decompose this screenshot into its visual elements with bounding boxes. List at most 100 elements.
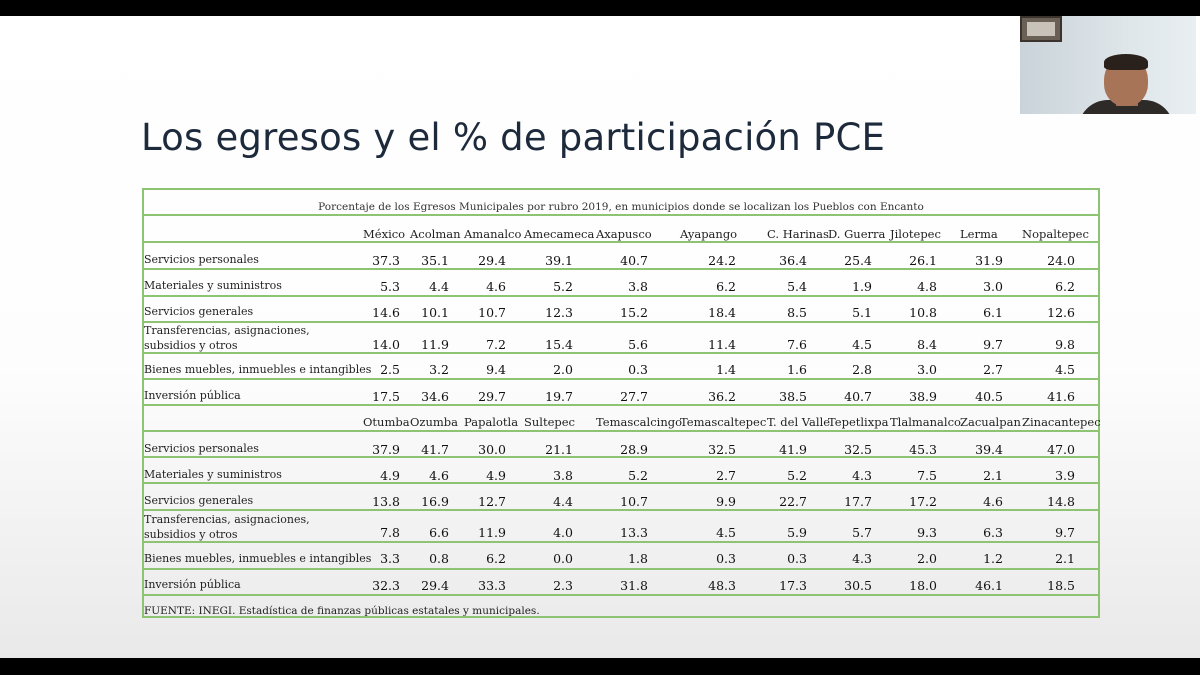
column-header: Tlalmanalco: [890, 415, 961, 429]
row-label: Inversión pública: [144, 578, 241, 591]
table-cell-value: 18.0: [909, 578, 937, 593]
table-cell-value: 2.0: [553, 362, 573, 377]
table-cell-value: 17.3: [779, 578, 807, 593]
table-cell-value: 11.9: [421, 337, 449, 352]
table-cell-value: 25.4: [844, 253, 872, 268]
table-cell-value: 15.4: [545, 337, 573, 352]
table-row-divider: [143, 268, 1100, 270]
table-cell-value: 40.7: [620, 253, 648, 268]
row-label: Bienes muebles, inmuebles e intangibles: [144, 552, 372, 565]
table-cell-value: 27.7: [620, 389, 648, 404]
table-cell-value: 38.9: [909, 389, 937, 404]
table-cell-value: 14.0: [372, 337, 400, 352]
table-cell-value: 26.1: [909, 253, 937, 268]
table-cell-value: 3.9: [1055, 468, 1075, 483]
table-cell-value: 5.7: [852, 525, 872, 540]
table-caption: Porcentaje de los Egresos Municipales po…: [318, 201, 924, 213]
table-cell-value: 33.3: [478, 578, 506, 593]
table-cell-value: 40.7: [844, 389, 872, 404]
table-cell-value: 10.1: [421, 305, 449, 320]
row-label: Servicios generales: [144, 494, 254, 507]
table-cell-value: 39.4: [975, 442, 1003, 457]
table-cell-value: 4.4: [553, 494, 573, 509]
table-cell-value: 14.8: [1047, 494, 1075, 509]
row-label: Servicios personales: [144, 253, 259, 266]
table-cell-value: 36.4: [779, 253, 807, 268]
table-cell-value: 41.6: [1047, 389, 1075, 404]
table-cell-value: 0.8: [429, 551, 449, 566]
column-header: Sultepec: [524, 415, 575, 429]
table-cell-value: 5.4: [787, 279, 807, 294]
table-row-divider: [143, 594, 1100, 596]
table-cell-value: 17.2: [909, 494, 937, 509]
table-cell-value: 38.5: [779, 389, 807, 404]
table-cell-value: 6.3: [983, 525, 1003, 540]
table-cell-value: 4.9: [486, 468, 506, 483]
column-header: Lerma: [960, 227, 998, 241]
table-cell-value: 47.0: [1047, 442, 1075, 457]
column-header: Axapusco: [596, 227, 652, 241]
table-cell-value: 14.6: [372, 305, 400, 320]
column-header: C. Harinas: [767, 227, 829, 241]
column-header: Tepetlixpa: [828, 415, 889, 429]
column-header: Ozumba: [410, 415, 459, 429]
table-cell-value: 0.0: [553, 551, 573, 566]
table-cell-value: 37.3: [372, 253, 400, 268]
table-source-note: FUENTE: INEGI. Estadística de finanzas p…: [144, 605, 540, 617]
table-cell-value: 12.6: [1047, 305, 1075, 320]
table-cell-value: 29.4: [478, 253, 506, 268]
table-cell-value: 2.7: [716, 468, 736, 483]
table-cell-value: 7.6: [787, 337, 807, 352]
table-row-divider: [143, 568, 1100, 570]
table-cell-value: 4.8: [917, 279, 937, 294]
table-cell-value: 29.4: [421, 578, 449, 593]
table-row-divider: [143, 456, 1100, 458]
table-cell-value: 3.0: [917, 362, 937, 377]
table-row-divider: [143, 352, 1100, 354]
table-row-divider: [143, 509, 1100, 511]
column-header: Temascaltepec: [680, 415, 767, 429]
table-cell-value: 41.7: [421, 442, 449, 457]
table-cell-value: 3.0: [983, 279, 1003, 294]
table-cell-value: 5.2: [787, 468, 807, 483]
table-cell-value: 5.2: [553, 279, 573, 294]
table-cell-value: 40.5: [975, 389, 1003, 404]
table-cell-value: 6.1: [983, 305, 1003, 320]
row-label: Servicios personales: [144, 442, 259, 455]
table-cell-value: 12.7: [478, 494, 506, 509]
table-cell-value: 6.6: [429, 525, 449, 540]
table-cell-value: 8.4: [917, 337, 937, 352]
table-cell-value: 6.2: [1055, 279, 1075, 294]
presenter-webcam-feed: [1020, 16, 1196, 114]
column-header: Papalotla: [464, 415, 519, 429]
table-cell-value: 12.3: [545, 305, 573, 320]
table-cell-value: 9.4: [486, 362, 506, 377]
table-cell-value: 2.5: [380, 362, 400, 377]
table-cell-value: 4.5: [852, 337, 872, 352]
column-header: Zacualpan: [960, 415, 1021, 429]
table-cell-value: 9.7: [1055, 525, 1075, 540]
table-cell-value: 34.6: [421, 389, 449, 404]
table-cell-value: 30.5: [844, 578, 872, 593]
table-cell-value: 22.7: [779, 494, 807, 509]
table-cell-value: 19.7: [545, 389, 573, 404]
table-cell-value: 8.5: [787, 305, 807, 320]
row-label: Materiales y suministros: [144, 279, 282, 292]
table-cell-value: 4.3: [852, 468, 872, 483]
table-cell-value: 10.8: [909, 305, 937, 320]
table-cell-value: 1.6: [787, 362, 807, 377]
table-cell-value: 2.0: [917, 551, 937, 566]
table-cell-value: 5.9: [787, 525, 807, 540]
table-cell-value: 9.8: [1055, 337, 1075, 352]
row-label: Inversión pública: [144, 389, 241, 402]
table-cell-value: 9.3: [917, 525, 937, 540]
table-cell-value: 9.9: [716, 494, 736, 509]
table-cell-value: 2.1: [1055, 551, 1075, 566]
table-row-divider: [143, 321, 1100, 323]
table-cell-value: 1.2: [983, 551, 1003, 566]
row-label: Transferencias, asignaciones, subsidios …: [144, 513, 310, 541]
table-cell-value: 4.5: [1055, 362, 1075, 377]
expenditure-table: [142, 188, 1100, 618]
table-cell-value: 0.3: [716, 551, 736, 566]
table-cell-value: 2.3: [553, 578, 573, 593]
